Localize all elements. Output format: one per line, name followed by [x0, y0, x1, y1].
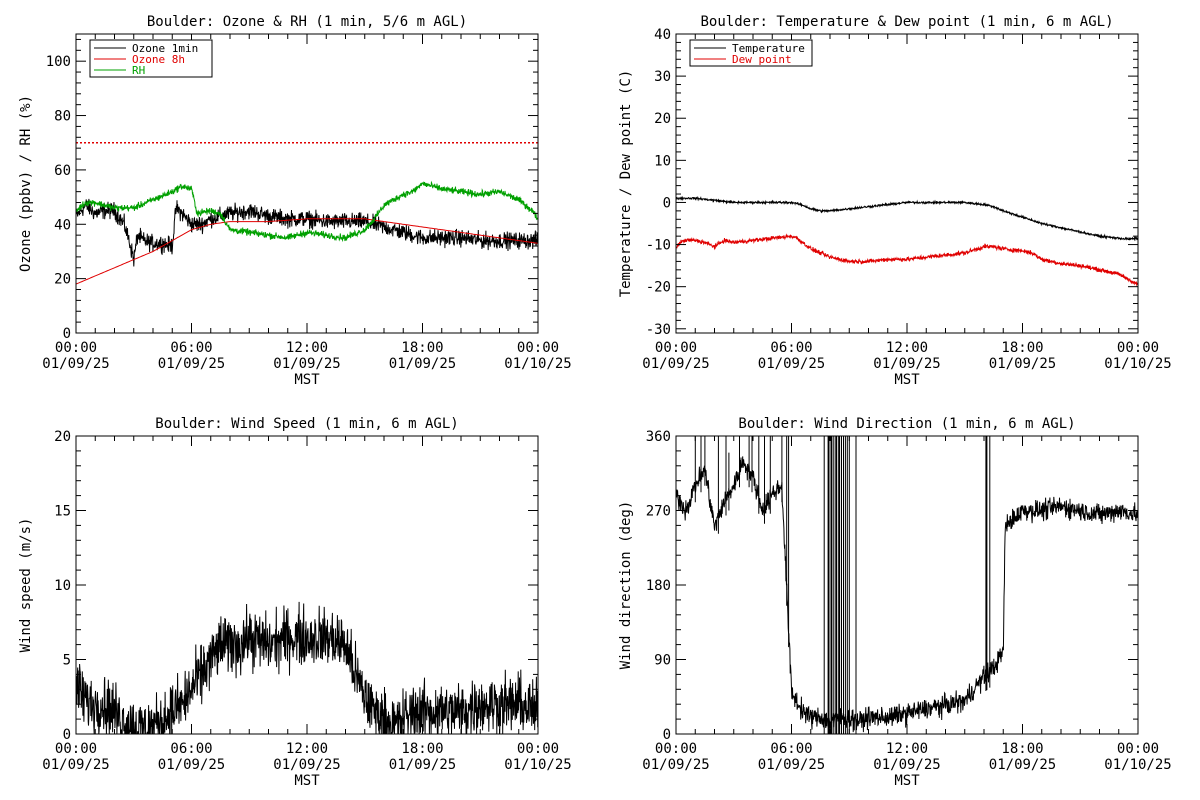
x-tick-date-label: 01/09/25 — [989, 356, 1056, 372]
chart-panel-4: Boulder: Wind Direction (1 min, 6 m AGL)… — [618, 416, 1172, 789]
x-tick-date-label: 01/09/25 — [42, 356, 109, 372]
legend-label: Dew point — [732, 53, 792, 66]
x-tick-date-label: 01/09/25 — [758, 757, 825, 773]
y-tick-label: 180 — [646, 578, 671, 594]
x-tick-label: 18:00 — [1001, 741, 1043, 757]
x-tick-label: 18:00 — [401, 340, 443, 356]
y-axis-label: Ozone (ppbv) / RH (%) — [18, 95, 34, 272]
y-tick-label: 80 — [54, 109, 71, 125]
series-line-1 — [76, 198, 538, 267]
x-tick-label: 00:00 — [517, 741, 559, 757]
x-tick-label: 12:00 — [286, 741, 328, 757]
y-tick-label: 0 — [63, 727, 71, 743]
x-tick-label: 00:00 — [1117, 340, 1159, 356]
x-tick-label: 00:00 — [55, 741, 97, 757]
y-tick-label: 60 — [54, 163, 71, 179]
x-tick-label: 00:00 — [55, 340, 97, 356]
y-tick-label: 360 — [646, 429, 671, 445]
series-line-2 — [76, 218, 538, 285]
x-tick-label: 00:00 — [655, 741, 697, 757]
y-tick-label: 40 — [654, 27, 671, 43]
x-tick-date-label: 01/09/25 — [873, 356, 940, 372]
legend-label: Ozone 1min — [132, 42, 198, 55]
x-tick-date-label: 01/10/25 — [504, 356, 571, 372]
chart-title: Boulder: Wind Direction (1 min, 6 m AGL) — [738, 416, 1075, 432]
x-tick-label: 00:00 — [655, 340, 697, 356]
series-line-2 — [694, 436, 991, 734]
y-tick-label: -20 — [646, 280, 671, 296]
x-tick-label: 00:00 — [1117, 741, 1159, 757]
x-tick-date-label: 01/09/25 — [273, 757, 340, 773]
x-tick-date-label: 01/09/25 — [389, 356, 456, 372]
y-tick-label: 100 — [46, 54, 71, 70]
y-tick-label: 0 — [63, 326, 71, 342]
y-tick-label: 40 — [54, 217, 71, 233]
y-axis-label: Temperature / Dew point (C) — [618, 70, 634, 298]
x-axis-label: MST — [294, 773, 320, 789]
y-tick-label: 10 — [654, 153, 671, 169]
x-axis-label: MST — [294, 372, 320, 388]
x-tick-date-label: 01/09/25 — [42, 757, 109, 773]
y-tick-label: -10 — [646, 238, 671, 254]
x-tick-label: 06:00 — [770, 340, 812, 356]
series-line-3 — [76, 180, 538, 243]
y-tick-label: 30 — [654, 69, 671, 85]
x-tick-date-label: 01/09/25 — [642, 356, 709, 372]
chart-panel-2: Boulder: Temperature & Dew point (1 min,… — [618, 14, 1172, 388]
legend-box — [689, 39, 813, 67]
y-tick-label: 10 — [54, 578, 71, 594]
legend-label: Temperature — [732, 42, 805, 55]
chart-title: Boulder: Wind Speed (1 min, 6 m AGL) — [155, 416, 458, 432]
y-tick-label: 15 — [54, 504, 71, 520]
y-tick-label: 20 — [54, 272, 71, 288]
y-tick-label: 90 — [654, 653, 671, 669]
y-tick-label: 20 — [54, 429, 71, 445]
legend-label: RH — [132, 64, 145, 77]
chart-panel-3: Boulder: Wind Speed (1 min, 6 m AGL) 0 5 10… — [18, 416, 572, 789]
x-tick-date-label: 01/09/25 — [758, 356, 825, 372]
y-tick-label: 0 — [663, 195, 671, 211]
chart-title: Boulder: Ozone & RH (1 min, 5/6 m AGL) — [147, 14, 467, 30]
y-axis-label: Wind speed (m/s) — [18, 518, 34, 653]
chart-panel-1: Boulder: Ozone & RH (1 min, 5/6 m AGL) 0 2… — [18, 14, 572, 388]
x-tick-date-label: 01/09/25 — [158, 356, 225, 372]
x-tick-date-label: 01/09/25 — [989, 757, 1056, 773]
plot-frame — [675, 33, 1139, 334]
x-tick-label: 06:00 — [170, 340, 212, 356]
series-line-1 — [676, 456, 1138, 733]
plot-frame — [75, 435, 539, 735]
x-axis-label: MST — [894, 372, 920, 388]
series-line-1 — [676, 195, 1138, 242]
x-tick-date-label: 01/09/25 — [642, 757, 709, 773]
x-tick-label: 12:00 — [886, 741, 928, 757]
x-tick-label: 12:00 — [286, 340, 328, 356]
plot-frame — [75, 33, 539, 334]
x-tick-date-label: 01/09/25 — [273, 356, 340, 372]
series-line-1 — [76, 601, 538, 734]
y-axis-label: Wind direction (deg) — [618, 501, 634, 670]
x-axis-label: MST — [894, 773, 920, 789]
x-tick-label: 18:00 — [1001, 340, 1043, 356]
x-tick-label: 06:00 — [770, 741, 812, 757]
y-tick-label: 5 — [63, 653, 71, 669]
x-tick-date-label: 01/10/25 — [504, 757, 571, 773]
y-tick-label: -30 — [646, 322, 671, 338]
y-tick-label: 270 — [646, 504, 671, 520]
x-tick-date-label: 01/09/25 — [389, 757, 456, 773]
legend-label: Ozone 8h — [132, 53, 185, 66]
y-tick-label: 20 — [654, 111, 671, 127]
series-line-2 — [676, 233, 1138, 287]
x-tick-date-label: 01/10/25 — [1104, 356, 1171, 372]
x-tick-label: 12:00 — [886, 340, 928, 356]
x-tick-label: 06:00 — [170, 741, 212, 757]
y-tick-label: 0 — [663, 727, 671, 743]
x-tick-label: 18:00 — [401, 741, 443, 757]
chart-title: Boulder: Temperature & Dew point (1 min,… — [700, 14, 1113, 30]
plot-frame — [675, 435, 1139, 735]
x-tick-date-label: 01/10/25 — [1104, 757, 1171, 773]
x-tick-label: 00:00 — [517, 340, 559, 356]
x-tick-date-label: 01/09/25 — [873, 757, 940, 773]
x-tick-date-label: 01/09/25 — [158, 757, 225, 773]
